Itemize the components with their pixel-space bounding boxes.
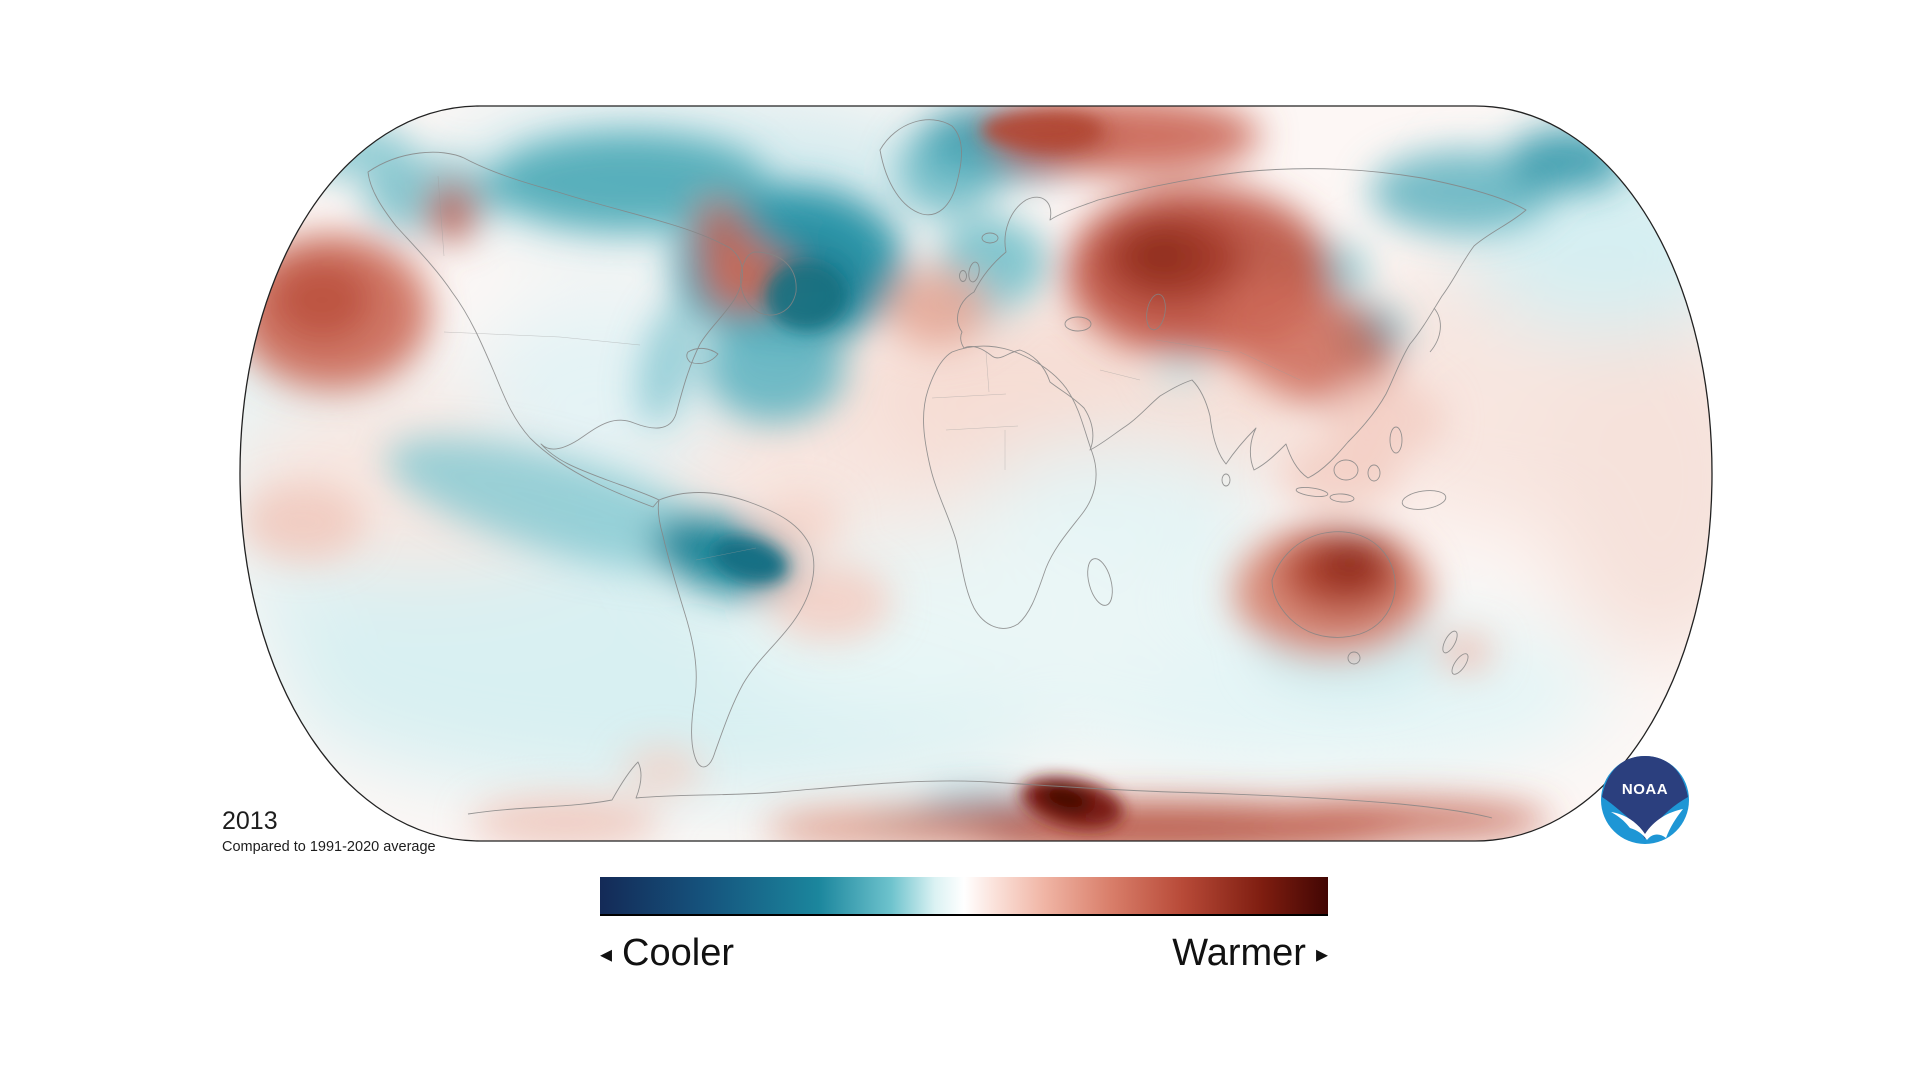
noaa-logo: NOAA xyxy=(1601,756,1689,844)
country-borders xyxy=(437,175,1301,561)
colorbar xyxy=(600,877,1328,916)
warmer-arrow-icon: ▸ xyxy=(1315,941,1328,968)
map-year: 2013 xyxy=(222,807,278,835)
cooler-label-group: ◂ Cooler xyxy=(600,932,734,975)
cooler-label: Cooler xyxy=(622,932,734,974)
map-subtitle: Compared to 1991-2020 average xyxy=(222,839,436,855)
anomaly-layer xyxy=(240,106,1712,841)
warmer-label-group: Warmer ▸ xyxy=(1172,932,1328,975)
map-outline xyxy=(239,105,1713,842)
colorbar-labels: ◂ Cooler Warmer ▸ xyxy=(600,932,1328,975)
warmer-label: Warmer xyxy=(1172,932,1306,974)
noaa-logo-fan xyxy=(1602,756,1688,839)
noaa-logo-gull-icon xyxy=(1611,809,1683,840)
coastlines xyxy=(367,119,1527,819)
noaa-logo-text: NOAA xyxy=(1622,781,1668,798)
cooler-arrow-icon: ◂ xyxy=(600,941,613,968)
